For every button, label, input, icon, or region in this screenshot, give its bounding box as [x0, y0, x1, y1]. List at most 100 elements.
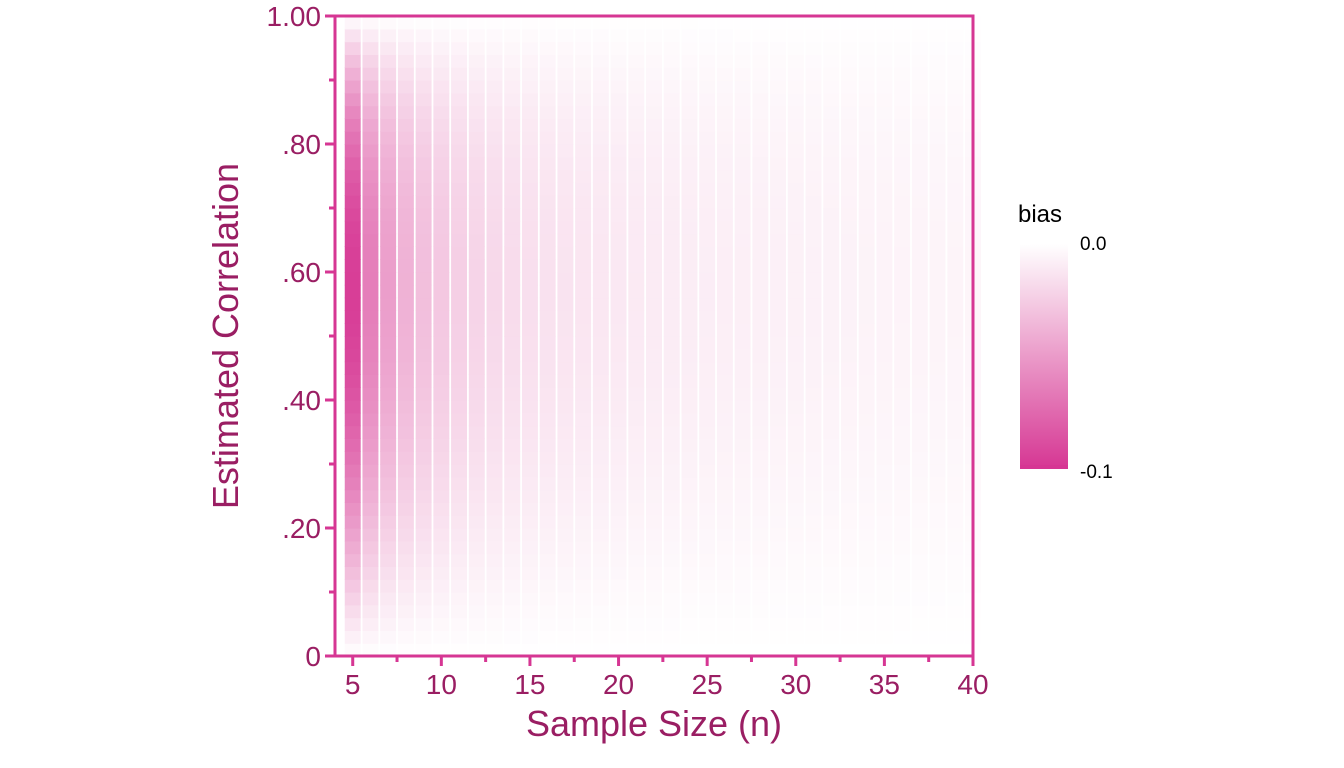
heatmap-cell	[539, 502, 556, 516]
heatmap-cell	[521, 259, 538, 273]
heatmap-cell	[770, 284, 787, 299]
heatmap-cell	[929, 579, 946, 593]
heatmap-cell	[344, 464, 361, 478]
heatmap-cell	[823, 540, 840, 555]
heatmap-cell	[894, 131, 911, 145]
heatmap-cell	[575, 374, 592, 388]
heatmap-cell	[344, 553, 361, 567]
heatmap-cell	[947, 425, 964, 439]
heatmap-cell	[681, 156, 698, 171]
heatmap-cell	[858, 464, 875, 478]
heatmap-cell	[752, 438, 769, 452]
heatmap-cell	[451, 643, 468, 657]
heatmap-cell	[451, 604, 468, 619]
heatmap-cell	[823, 412, 840, 427]
heatmap-cell	[362, 54, 379, 68]
heatmap-cell	[504, 515, 521, 529]
heatmap-cell	[557, 336, 574, 350]
heatmap-cell	[433, 374, 450, 388]
heatmap-cell	[752, 246, 769, 260]
heatmap-cell	[734, 425, 751, 439]
heatmap-cell	[397, 272, 414, 286]
heatmap-cell	[415, 310, 432, 324]
heatmap-cell	[663, 451, 680, 465]
heatmap-cell	[486, 182, 503, 196]
heatmap-cell	[628, 131, 645, 145]
heatmap-cell	[770, 476, 787, 491]
heatmap-cell	[557, 540, 574, 555]
heatmap-cell	[894, 272, 911, 286]
heatmap-cell	[433, 169, 450, 183]
heatmap-cell	[858, 272, 875, 286]
heatmap-cell	[504, 131, 521, 145]
heatmap-cell	[575, 361, 592, 375]
heatmap-cell	[380, 630, 397, 644]
heatmap-cell	[575, 643, 592, 657]
heatmap-cell	[433, 489, 450, 503]
heatmap-cell	[486, 476, 503, 491]
heatmap-cell	[486, 28, 503, 43]
heatmap-cell	[415, 284, 432, 299]
heatmap-cell	[451, 374, 468, 388]
heatmap-cell	[344, 297, 361, 311]
heatmap-cell	[929, 310, 946, 324]
heatmap-cell	[663, 297, 680, 311]
heatmap-cell	[592, 643, 609, 657]
heatmap-cell	[699, 169, 716, 183]
heatmap-cell	[397, 579, 414, 593]
heatmap-cell	[521, 604, 538, 619]
heatmap-cell	[610, 284, 627, 299]
heatmap-cell	[628, 566, 645, 580]
heatmap-cell	[628, 323, 645, 337]
heatmap-cell	[397, 489, 414, 503]
heatmap-cell	[734, 553, 751, 567]
heatmap-cell	[663, 310, 680, 324]
heatmap-cell	[380, 195, 397, 209]
heatmap-cell	[539, 310, 556, 324]
heatmap-cell	[911, 476, 928, 491]
heatmap-cell	[344, 348, 361, 363]
heatmap-cell	[628, 592, 645, 606]
heatmap-cell	[362, 515, 379, 529]
heatmap-cell	[858, 156, 875, 171]
heatmap-cell	[539, 220, 556, 235]
heatmap-cell	[504, 284, 521, 299]
heatmap-cell	[521, 144, 538, 158]
heatmap-cell	[787, 412, 804, 427]
heatmap-cell	[716, 336, 733, 350]
heatmap-cell	[451, 118, 468, 132]
heatmap-cell	[947, 310, 964, 324]
heatmap-cell	[344, 156, 361, 171]
heatmap-cell	[575, 515, 592, 529]
heatmap-cell	[876, 502, 893, 516]
heatmap-cell	[521, 592, 538, 606]
heatmap-cell	[840, 553, 857, 567]
heatmap-cell	[770, 105, 787, 119]
heatmap-cell	[752, 54, 769, 68]
heatmap-cell	[716, 284, 733, 299]
heatmap-cell	[770, 208, 787, 222]
heatmap-cell	[521, 348, 538, 363]
heatmap-cell	[468, 297, 485, 311]
heatmap-cell	[752, 67, 769, 81]
heatmap-cell	[486, 643, 503, 657]
heatmap-cell	[610, 144, 627, 158]
heatmap-cell	[734, 438, 751, 452]
heatmap-cell	[787, 208, 804, 222]
heatmap-cell	[539, 540, 556, 555]
heatmap-cell	[575, 208, 592, 222]
heatmap-cell	[397, 438, 414, 452]
heatmap-cell	[539, 464, 556, 478]
heatmap-cell	[805, 566, 822, 580]
heatmap-cell	[380, 208, 397, 222]
heatmap-cell	[770, 67, 787, 81]
heatmap-cell	[911, 592, 928, 606]
heatmap-cell	[344, 540, 361, 555]
heatmap-cell	[415, 515, 432, 529]
heatmap-cell	[433, 272, 450, 286]
heatmap-cell	[646, 412, 662, 427]
heatmap-cell	[929, 464, 946, 478]
heatmap-cell	[947, 489, 964, 503]
heatmap-cell	[486, 16, 503, 30]
heatmap-cell	[911, 41, 928, 55]
